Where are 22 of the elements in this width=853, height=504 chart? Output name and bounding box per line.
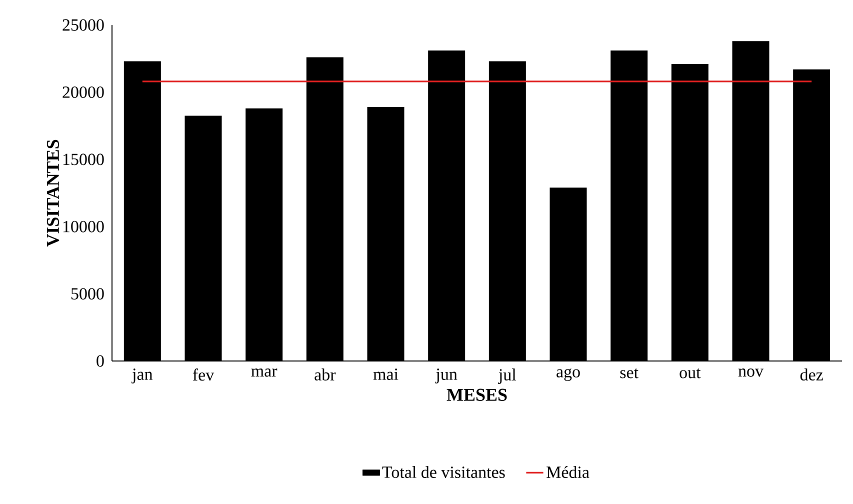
x-tick-label: jul (498, 368, 516, 384)
x-tick-label: abr (314, 368, 336, 380)
x-tick-label: jan (132, 368, 153, 384)
legend-label: Média (546, 466, 590, 478)
y-tick-label: 15000 (63, 154, 104, 166)
y-tick-label: 20000 (62, 86, 104, 98)
y-tick-label: 5000 (71, 288, 104, 300)
legend-label: Total de visitantes (382, 466, 505, 478)
x-tick-label: nov (738, 368, 764, 377)
x-tick-label: out (680, 368, 701, 378)
x-tick-label: dez (800, 368, 823, 380)
x-axis-title: MESES (446, 388, 507, 401)
x-tick-label: ago (556, 368, 580, 381)
y-tick-label: 10000 (63, 220, 104, 232)
y-axis-title: VISITANTES (46, 140, 60, 247)
x-tick-label: mai (373, 368, 398, 380)
y-tick-label: 25000 (62, 19, 104, 31)
x-tick-label: fev (192, 368, 214, 381)
x-tick-label: mar (251, 368, 278, 377)
y-tick-label: 0 (96, 355, 104, 367)
x-tick-label: jun (435, 368, 458, 384)
x-tick-label: set (620, 368, 638, 378)
